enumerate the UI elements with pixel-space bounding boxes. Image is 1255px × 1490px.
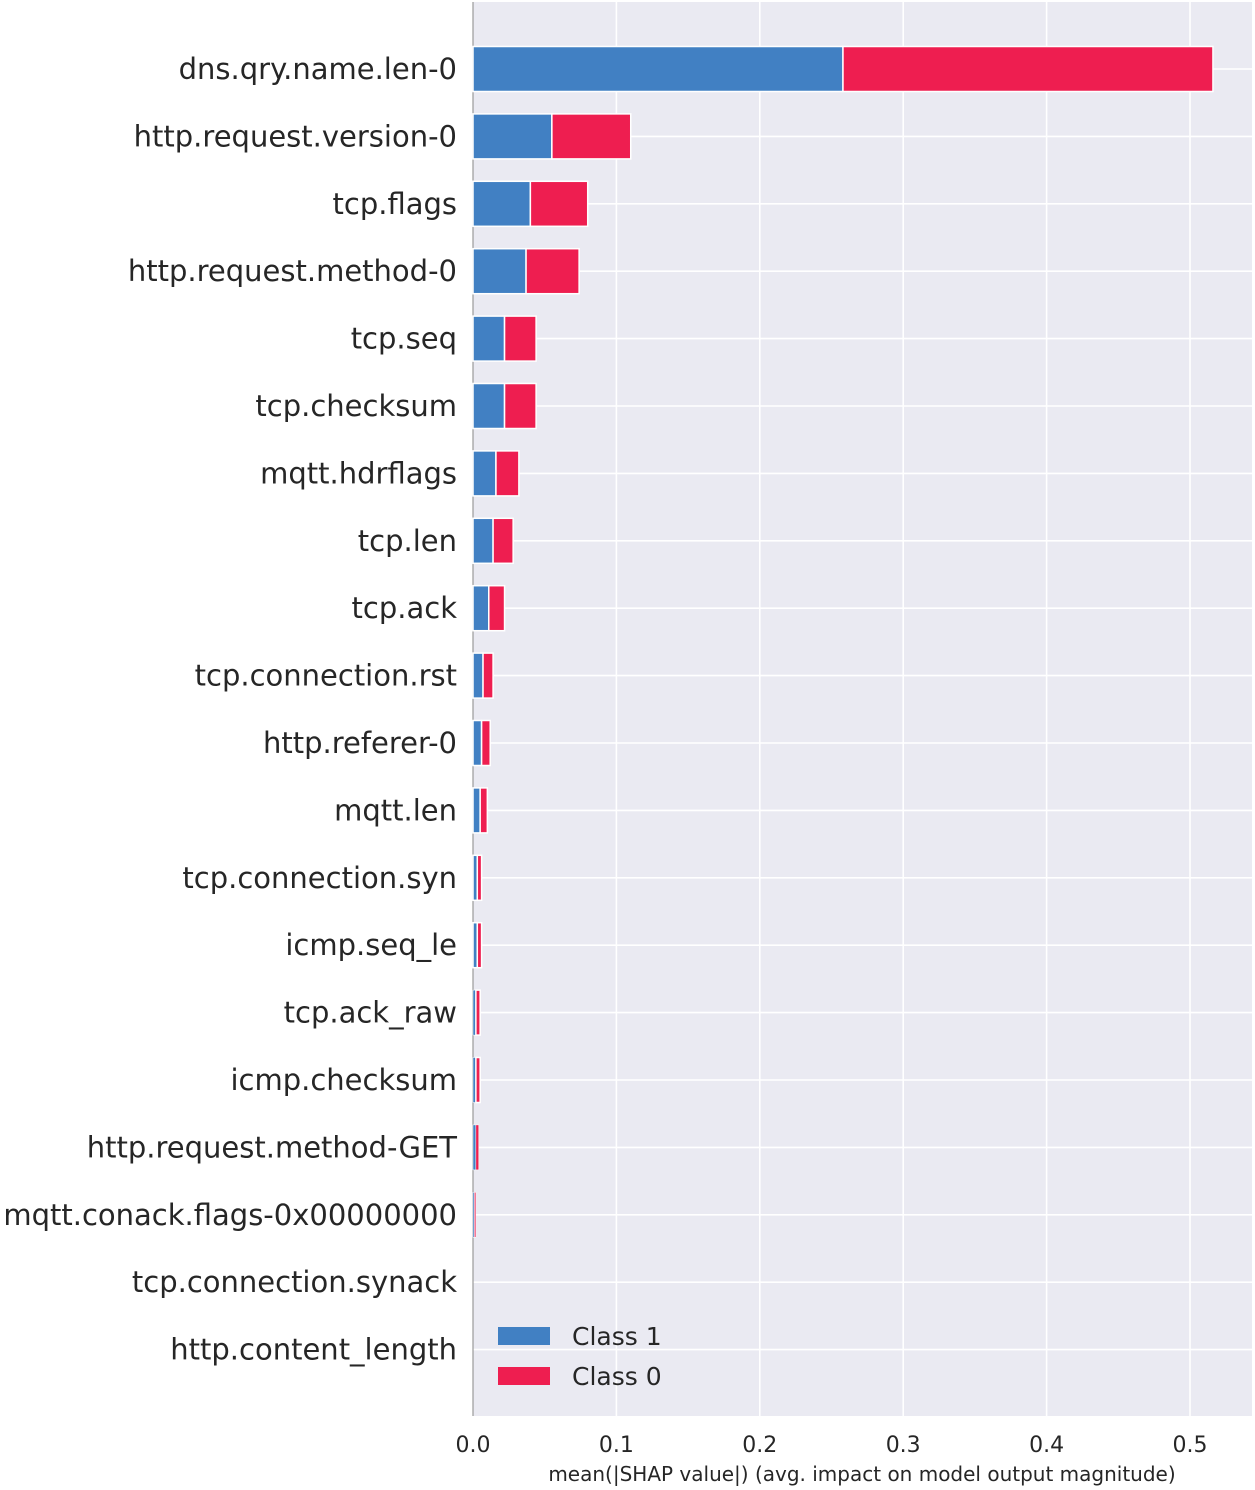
feature-label: http.referer-0 (263, 726, 457, 760)
feature-label: tcp.flags (333, 187, 458, 221)
bar-class-0 (480, 719, 491, 767)
bar-class-1 (472, 180, 532, 228)
bar-class-0 (475, 1124, 479, 1171)
legend-swatch (498, 1367, 550, 1385)
bar-class-1 (472, 652, 484, 699)
x-ticks: 0.0 0.1 0.2 0.3 0.4 0.5 (456, 1433, 1208, 1458)
feature-label: mqtt.hdrflags (260, 456, 457, 490)
x-axis-label: mean(|SHAP value|) (avg. impact on model… (548, 1462, 1175, 1486)
feature-label: tcp.ack_raw (284, 996, 457, 1030)
feature-label: mqtt.conack.flags-0x00000000 (3, 1198, 457, 1232)
bar-class-1 (472, 247, 527, 295)
bar-class-0 (475, 989, 481, 1036)
bar-class-0 (551, 113, 632, 160)
feature-label: http.request.method-GET (87, 1130, 458, 1164)
x-tick-label: 0.2 (742, 1433, 777, 1458)
bar-class-1 (472, 787, 481, 834)
legend-swatch (498, 1327, 550, 1345)
legend-label: Class 1 (572, 1322, 662, 1351)
bar-class-1 (472, 113, 553, 160)
bar-class-0 (476, 921, 483, 969)
plot-background (473, 2, 1252, 1416)
x-tick-label: 0.3 (886, 1433, 921, 1458)
legend-label: Class 0 (572, 1362, 662, 1391)
bars (472, 45, 1214, 1238)
x-tick-label: 0.0 (456, 1433, 491, 1458)
bar-class-1 (472, 517, 494, 565)
feature-label: icmp.seq_le (285, 928, 457, 962)
feature-label: icmp.checksum (230, 1063, 457, 1097)
feature-label: tcp.len (358, 524, 457, 558)
bar-class-0 (476, 854, 483, 902)
bar-class-0 (495, 450, 520, 497)
bar-class-1 (472, 315, 506, 362)
bar-class-1 (472, 45, 844, 93)
feature-label: http.request.version-0 (134, 119, 457, 153)
bar-class-1 (472, 719, 483, 767)
feature-label: tcp.ack (352, 591, 458, 625)
bar-class-1 (472, 382, 506, 430)
feature-label: mqtt.len (334, 793, 457, 827)
x-tick-label: 0.1 (599, 1433, 634, 1458)
feature-label: tcp.seq (351, 322, 457, 356)
bar-class-0 (488, 584, 506, 632)
feature-label: tcp.connection.rst (195, 659, 457, 693)
bar-class-0 (842, 45, 1214, 93)
feature-labels: dns.qry.name.len-0 http.request.version-0… (3, 52, 457, 1367)
x-tick-label: 0.5 (1173, 1433, 1208, 1458)
feature-label: tcp.checksum (255, 389, 457, 423)
bar-class-1 (472, 450, 497, 497)
feature-label: tcp.connection.syn (182, 861, 457, 895)
bar-class-0 (479, 787, 489, 834)
feature-label: tcp.connection.synack (132, 1265, 457, 1299)
bar-class-0 (492, 517, 514, 565)
feature-label: http.request.method-0 (128, 254, 457, 288)
legend: Class 1 Class 0 (498, 1322, 662, 1391)
bar-class-0 (503, 382, 537, 430)
bar-class-0 (474, 1192, 477, 1238)
bar-class-1 (472, 584, 490, 632)
bar-class-0 (525, 247, 580, 295)
bar-class-0 (482, 652, 494, 699)
bar-class-0 (475, 1056, 481, 1104)
feature-label: http.content_length (170, 1333, 457, 1367)
bar-class-0 (529, 180, 589, 228)
x-tick-label: 0.4 (1029, 1433, 1064, 1458)
bar-class-0 (503, 315, 537, 362)
feature-label: dns.qry.name.len-0 (179, 52, 457, 86)
bar-class-1 (472, 1124, 477, 1171)
